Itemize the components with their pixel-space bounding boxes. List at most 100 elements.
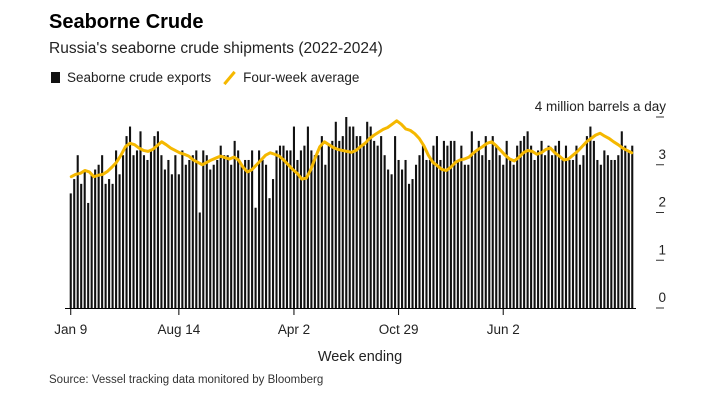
bar [505,140,508,309]
bar [163,169,166,308]
bar [401,169,404,308]
bar [467,164,470,308]
bar [533,159,536,308]
legend-item-exports: Seaborne crude exports [49,70,211,85]
bar [212,164,215,308]
bar [135,150,139,308]
bar [191,155,194,308]
bar [142,155,146,308]
bar [544,155,547,308]
bar [606,155,609,308]
bar [359,136,362,308]
bar [352,126,355,308]
bar [223,155,226,308]
bar [296,159,299,308]
bar [240,164,243,308]
bar [101,155,104,308]
bar [516,145,519,308]
bar [456,159,459,308]
bar [488,159,491,308]
bar [575,145,578,308]
legend-item-average: Four-week average [223,70,359,85]
bar [149,150,152,308]
bar [69,193,72,308]
bar [383,155,386,308]
bar [561,159,564,308]
bar [530,145,533,308]
bar [80,183,83,308]
bar [167,159,170,308]
y-tick-label: 1 [658,242,666,257]
bar [411,179,414,308]
bar [432,145,435,308]
bar [177,174,180,308]
bar [502,164,505,308]
bar [184,164,187,308]
bar [226,155,229,308]
x-tick-label: Oct 29 [379,322,419,337]
bar [523,136,526,308]
bar [578,164,581,308]
bar [610,159,613,308]
bar [463,164,466,308]
bar [554,145,557,308]
bar [90,174,93,308]
bar [345,117,348,308]
bar [470,131,473,308]
bar [592,140,595,309]
bar [519,140,522,309]
bar [327,145,330,308]
bar [195,150,198,308]
bar [202,150,205,308]
bar [509,159,512,308]
bar [285,150,289,308]
bar [275,150,278,308]
bar [334,121,337,308]
bar [111,183,114,308]
x-tick-label: Jun 2 [487,322,520,337]
bar [585,136,588,308]
bar [174,155,177,308]
bar [418,155,421,308]
y-tick-label: 3 [658,147,666,162]
bar [425,159,428,308]
bar [631,145,634,308]
bar [435,136,438,308]
bar [303,145,306,308]
bar [568,159,571,308]
bar [491,136,494,308]
bar [233,140,236,309]
bar [125,136,128,308]
bar [83,169,86,308]
bar [571,159,575,308]
bar [216,159,219,308]
legend-label-exports: Seaborne crude exports [67,70,212,85]
bar [292,126,295,308]
bar [613,159,616,308]
bar [599,164,602,308]
bar [156,131,159,308]
bar [118,174,121,308]
bar [390,174,393,308]
bar [596,159,599,308]
bar [624,145,627,308]
bar [115,150,118,308]
legend: Seaborne crude exports Four-week average [49,70,371,85]
bar [380,136,383,308]
bar [170,174,173,308]
bar [373,140,376,309]
bar [547,145,550,308]
bar [408,183,411,308]
bar [132,155,135,308]
bar [258,150,261,308]
bar [306,126,309,308]
bar [394,136,397,308]
chart-subtitle: Russia's seaborne crude shipments (2022-… [49,40,383,57]
bar [104,183,107,308]
bar [537,150,540,308]
bar [237,150,240,308]
bar [453,140,456,309]
bar [512,164,515,308]
bar [188,159,191,308]
